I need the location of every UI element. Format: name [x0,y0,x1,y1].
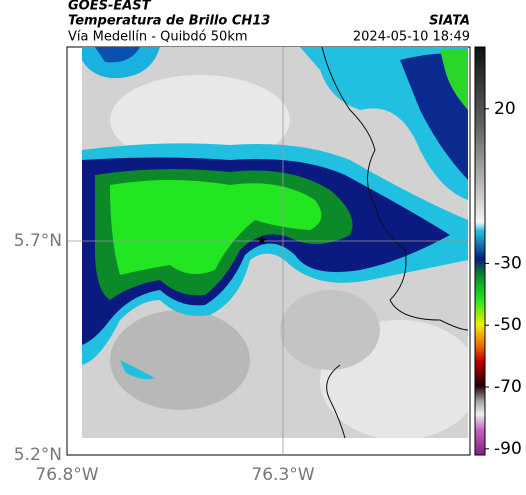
colorbar-tick-label: -70 [494,377,522,397]
colorbar-tick-label: -90 [494,439,522,459]
colorbar-tick-label: 20 [494,99,516,119]
lon-label: 76.8°W [35,465,98,485]
colorbar-tick-label: -30 [494,253,522,273]
lat-label: 5.7°N [14,231,62,251]
colorbar [474,46,486,456]
lon-label: 76.3°W [251,465,314,485]
subtitle: Vía Medellín - Quibdó 50km [68,30,248,45]
lat-label: 5.2°N [14,445,62,465]
coastline [321,46,469,439]
brand: SIATA [429,14,470,29]
location-star: ★ [256,234,268,249]
imagery [82,47,468,438]
colorbar-tick-label: -50 [494,315,522,335]
timestamp: 2024-05-10 18:49 [353,30,470,45]
source: GOES-EAST [68,0,152,14]
title: Temperatura de Brillo CH13 [68,14,270,29]
